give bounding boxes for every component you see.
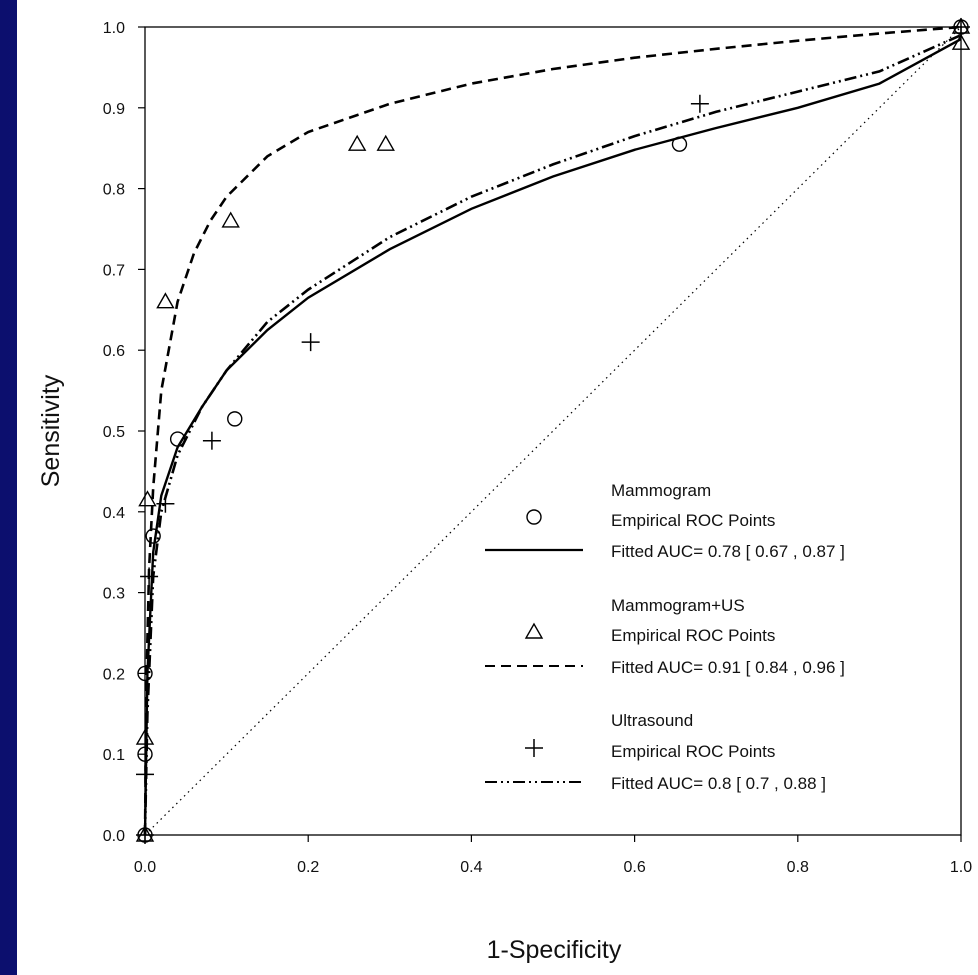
fitted-curves-layer (143, 25, 962, 836)
empirical-point-ultrasound (136, 765, 154, 784)
y-tick-label: 0.5 (103, 424, 125, 441)
legend-symbol-mammogram-us (524, 622, 544, 639)
legend-fitted-label-mammogram-us: Fitted AUC= 0.91 [ 0.84 , 0.96 ] (611, 658, 845, 677)
y-tick-label: 0.8 (103, 182, 125, 199)
empirical-point-mammogram (145, 528, 161, 544)
fitted-curve-ultrasound (143, 33, 962, 836)
reference-line-layer (144, 26, 962, 836)
empirical-point-ultrasound (952, 18, 970, 36)
empirical-point-mammogram-us (376, 134, 395, 151)
y-tick-label: 0.9 (103, 101, 125, 118)
legend-fitted-label-ultrasound: Fitted AUC= 0.8 [ 0.7 , 0.88 ] (611, 774, 826, 793)
legend-empirical-label-mammogram-us: Empirical ROC Points (611, 626, 775, 645)
y-tick-label: 0.1 (103, 747, 125, 764)
legend-symbol-mammogram (526, 509, 542, 525)
y-tick-label: 0.4 (103, 505, 125, 522)
legend-marker-ultrasound (525, 739, 543, 757)
legend-empirical-label-mammogram: Empirical ROC Points (611, 511, 775, 530)
legend-empirical-label-ultrasound: Empirical ROC Points (611, 742, 775, 761)
empirical-point-ultrasound (690, 94, 709, 113)
chart-panel: 0.0 0.2 0.4 0.6 0.8 1.0 0.0 0.1 0.2 0.3 0.4 0.5 0.6 0… (17, 0, 978, 975)
x-tick-label: 0.0 (134, 859, 156, 876)
empirical-point-mammogram-us (221, 211, 240, 228)
y-tick-label: 0.6 (103, 343, 125, 360)
empirical-point-ultrasound (140, 567, 159, 586)
legend-series-name-mammogram-us: Mammogram+US (611, 596, 745, 615)
x-tick-label: 0.8 (787, 859, 809, 876)
empirical-point-mammogram-us (138, 490, 157, 507)
x-tick-label: 1.0 (950, 859, 972, 876)
x-axis-title: 1-Specificity (487, 936, 622, 964)
legend-symbol-ultrasound (525, 739, 543, 757)
axes (138, 26, 962, 842)
empirical-point-mammogram (169, 431, 186, 447)
roc-chart: 0.0 0.2 0.4 0.6 0.8 1.0 0.0 0.1 0.2 0.3 0.4 0.5 0.6 0… (37, 17, 972, 964)
x-tick-label: 0.2 (297, 859, 319, 876)
legend-series-name-ultrasound: Ultrasound (611, 711, 693, 730)
fitted-curve-mammogram-us (143, 25, 962, 836)
tick-labels-layer: 0.0 0.2 0.4 0.6 0.8 1.0 0.0 0.1 0.2 0.3 0.4 0.5 0.6 0… (103, 20, 972, 876)
empirical-point-mammogram-us (135, 728, 155, 745)
legend: Mammogram Empirical ROC Points Fitted AU… (485, 481, 845, 793)
x-tick-label: 0.4 (460, 859, 482, 876)
legend-marker-mammogram (526, 509, 542, 525)
x-tick-label: 0.6 (623, 859, 645, 876)
fitted-curve-mammogram (143, 38, 962, 836)
y-axis-title: Sensitivity (37, 374, 65, 487)
legend-fitted-label-mammogram: Fitted AUC= 0.78 [ 0.67 , 0.87 ] (611, 542, 845, 561)
y-tick-label: 1.0 (103, 20, 125, 37)
legend-series-name-mammogram: Mammogram (611, 481, 711, 500)
y-tick-label: 0.0 (103, 828, 125, 845)
chance-diagonal-line (144, 26, 962, 836)
legend-marker-mammogram-us (524, 622, 544, 639)
empirical-point-mammogram-us (156, 292, 175, 309)
y-tick-label: 0.7 (103, 262, 125, 279)
empirical-point-mammogram (137, 746, 153, 762)
empirical-points-layer (135, 17, 971, 844)
y-tick-label: 0.2 (103, 666, 125, 683)
empirical-point-ultrasound (156, 494, 175, 513)
empirical-point-mammogram-us (951, 33, 971, 50)
empirical-point-mammogram (227, 411, 243, 427)
empirical-point-ultrasound (202, 431, 221, 450)
empirical-point-mammogram-us (347, 134, 367, 151)
empirical-point-mammogram (137, 665, 153, 682)
empirical-point-mammogram (671, 136, 688, 152)
empirical-point-ultrasound (301, 333, 320, 352)
y-tick-label: 0.3 (103, 586, 125, 603)
empirical-point-ultrasound (136, 826, 154, 844)
